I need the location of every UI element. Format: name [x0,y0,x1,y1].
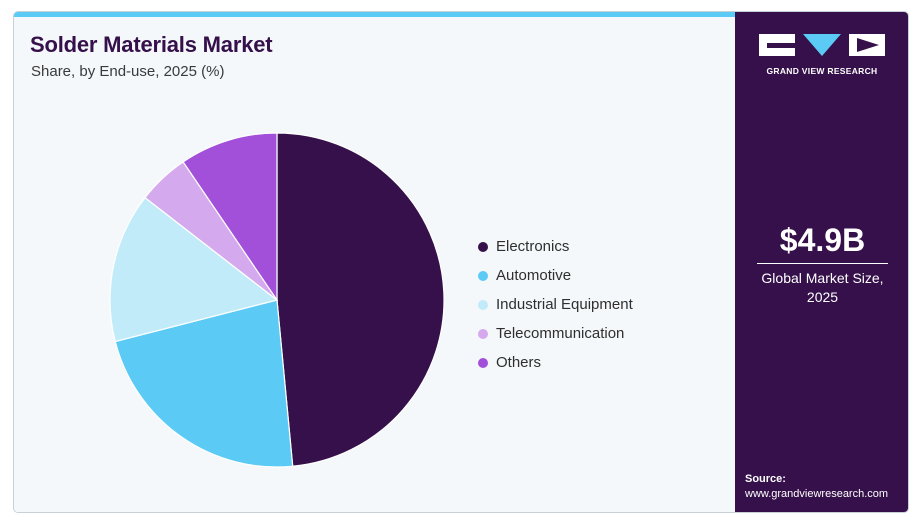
legend-item-industrial-equipment[interactable]: Industrial Equipment [478,290,633,319]
legend-swatch [478,357,488,368]
legend-item-others[interactable]: Others [478,348,633,377]
legend-item-electronics[interactable]: Electronics [478,232,633,261]
report-card: Solder Materials Market Share, by End-us… [13,11,909,513]
market-size-value: $4.9B [779,222,866,258]
source-note: Source: www.grandviewresearch.com [745,472,888,502]
pie-slice-electronics[interactable] [276,132,445,467]
chart-title: Solder Materials Market [30,32,273,57]
pie-slice-industrial-equipment[interactable] [109,196,279,343]
accent-bar [14,12,735,17]
legend-label: Automotive [496,267,572,284]
source-url[interactable]: www.grandviewresearch.com [745,488,889,500]
legend-label: Telecommunication [496,325,625,342]
legend-label: Others [496,354,542,371]
kpi-divider [757,263,888,264]
legend-swatch [478,299,488,310]
legend-item-telecommunication[interactable]: Telecommunication [478,319,633,348]
gvr-logo-icon [759,34,885,56]
grand-view-research-logo: GRAND VIEW RESEARCH [759,34,885,76]
legend-swatch [478,270,488,281]
pie-slice-others[interactable] [182,132,278,302]
legend-label: Electronics [496,238,570,255]
pie-chart [109,132,445,468]
chart-legend: Electronics Automotive Industrial Equipmen… [478,232,633,377]
chart-subtitle: Share, by End-use, 2025 (%) [31,63,225,80]
legend-item-automotive[interactable]: Automotive [478,261,633,290]
brand-name: GRAND VIEW RESEARCH [766,66,878,76]
market-size-label: Global Market Size, 2025 [761,270,884,305]
source-label: Source: [745,473,786,485]
legend-swatch [478,328,488,339]
legend-label: Industrial Equipment [496,296,633,313]
legend-swatch [478,241,488,252]
pie-slice-automotive[interactable] [114,299,294,468]
chart-panel: Solder Materials Market Share, by End-us… [14,12,735,512]
info-sidebar: GRAND VIEW RESEARCH $4.9B Global Market … [735,12,908,512]
